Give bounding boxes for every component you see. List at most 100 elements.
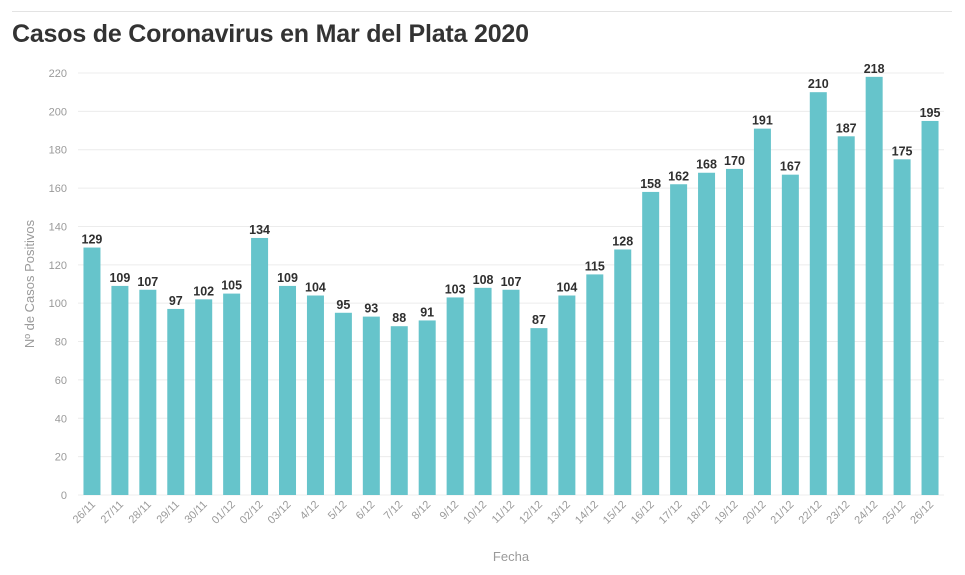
- bar: [670, 184, 688, 495]
- bar: [418, 320, 436, 495]
- bar: [139, 289, 157, 495]
- bar-value-label: 108: [473, 273, 494, 287]
- bar: [474, 287, 492, 495]
- y-tick-label: 220: [49, 68, 67, 80]
- x-tick-label: 11/12: [490, 499, 517, 526]
- x-tick-label: 5/12: [326, 499, 350, 523]
- bar: [614, 249, 632, 495]
- y-tick-label: 80: [55, 337, 67, 349]
- bar-value-label: 195: [920, 106, 941, 120]
- x-tick-label: 12/12: [517, 499, 545, 527]
- x-tick-label: 16/12: [629, 499, 657, 527]
- bar: [530, 328, 548, 495]
- x-tick-label: 23/12: [824, 499, 852, 527]
- x-tick-label: 8/12: [410, 499, 434, 523]
- y-tick-label: 140: [49, 221, 67, 233]
- bar: [502, 289, 520, 495]
- bar-value-label: 95: [336, 298, 350, 312]
- bar-data-labels: 129 109 107 97 102 105 134 109 104 95 93 88 91 103 108…: [82, 62, 941, 327]
- bar-value-label: 87: [532, 313, 546, 327]
- bar-value-label: 91: [420, 305, 434, 319]
- x-tick-label: 01/12: [210, 499, 238, 527]
- x-tick-label: 03/12: [266, 499, 294, 527]
- x-tick-label: 26/11: [71, 499, 98, 526]
- bar: [111, 285, 129, 495]
- bars: [83, 76, 939, 496]
- x-tick-label: 7/12: [382, 499, 406, 523]
- bar-value-label: 104: [556, 281, 577, 295]
- bar-value-label: 97: [169, 294, 183, 308]
- bar: [921, 120, 939, 496]
- bar-value-label: 107: [137, 275, 158, 289]
- bar: [893, 159, 911, 495]
- bar: [279, 285, 297, 495]
- bar: [251, 237, 269, 496]
- bar: [195, 299, 213, 495]
- x-tick-label: 10/12: [461, 499, 489, 527]
- x-tick-label: 18/12: [685, 499, 713, 527]
- bar-value-label: 187: [836, 121, 857, 135]
- y-axis-title: Nº de Casos Positivos: [22, 219, 37, 348]
- x-axis-ticks: 26/11 27/11 28/11 29/11 30/11 01/12 02/12 03/12…: [71, 499, 936, 527]
- y-tick-label: 120: [49, 260, 67, 272]
- x-tick-label: 30/11: [182, 499, 209, 526]
- bar: [642, 191, 660, 495]
- bar: [390, 326, 408, 495]
- x-tick-label: 17/12: [657, 499, 685, 527]
- bar-value-label: 105: [221, 279, 242, 293]
- bar: [558, 295, 576, 495]
- bar: [586, 274, 604, 495]
- bar-value-label: 109: [109, 271, 130, 285]
- x-tick-label: 20/12: [741, 499, 769, 527]
- bar: [334, 312, 352, 495]
- bar-value-label: 103: [445, 282, 466, 296]
- y-tick-label: 20: [55, 452, 67, 464]
- bar-value-label: 115: [585, 259, 605, 273]
- bar-value-label: 162: [668, 169, 689, 183]
- bar: [223, 293, 241, 495]
- x-tick-label: 19/12: [713, 499, 741, 527]
- y-tick-label: 40: [55, 413, 67, 425]
- y-tick-label: 160: [49, 183, 67, 195]
- bar: [167, 308, 185, 495]
- y-tick-label: 0: [61, 490, 67, 502]
- x-tick-label: 29/11: [155, 499, 182, 526]
- bar: [698, 172, 716, 495]
- x-tick-label: 13/12: [545, 499, 573, 527]
- y-tick-label: 200: [49, 106, 67, 118]
- bar-value-label: 102: [193, 284, 214, 298]
- bar-value-label: 167: [780, 160, 801, 174]
- y-tick-label: 180: [49, 145, 67, 157]
- x-tick-label: 24/12: [852, 499, 880, 527]
- chart-title: Casos de Coronavirus en Mar del Plata 20…: [12, 20, 529, 48]
- x-tick-label: 26/12: [908, 499, 936, 527]
- y-tick-label: 100: [49, 298, 67, 310]
- bar-value-label: 93: [364, 302, 378, 316]
- bar-value-label: 191: [752, 114, 773, 128]
- bar-value-label: 170: [724, 154, 745, 168]
- bar: [809, 92, 827, 495]
- bar-value-label: 129: [82, 233, 103, 247]
- bar: [446, 297, 464, 495]
- bar-value-label: 158: [640, 177, 661, 191]
- x-tick-label: 22/12: [796, 499, 824, 527]
- bar-value-label: 175: [892, 144, 913, 158]
- bar: [865, 76, 883, 495]
- bar: [83, 247, 101, 495]
- x-tick-label: 9/12: [438, 499, 462, 523]
- bar: [837, 136, 855, 496]
- bar-value-label: 109: [277, 271, 298, 285]
- bar: [725, 168, 743, 495]
- y-axis-ticks: 0 20 40 60 80 100 120 140 160 180 200 220: [49, 68, 67, 502]
- x-tick-label: 28/11: [127, 499, 154, 526]
- bar-value-label: 134: [249, 223, 270, 237]
- bar: [362, 316, 380, 495]
- gridlines: [78, 72, 944, 496]
- bar-value-label: 104: [305, 281, 326, 295]
- x-tick-label: 14/12: [573, 499, 601, 527]
- bar: [753, 128, 771, 496]
- x-tick-label: 15/12: [601, 499, 629, 527]
- x-tick-label: 25/12: [880, 499, 908, 527]
- x-tick-label: 4/12: [298, 499, 322, 523]
